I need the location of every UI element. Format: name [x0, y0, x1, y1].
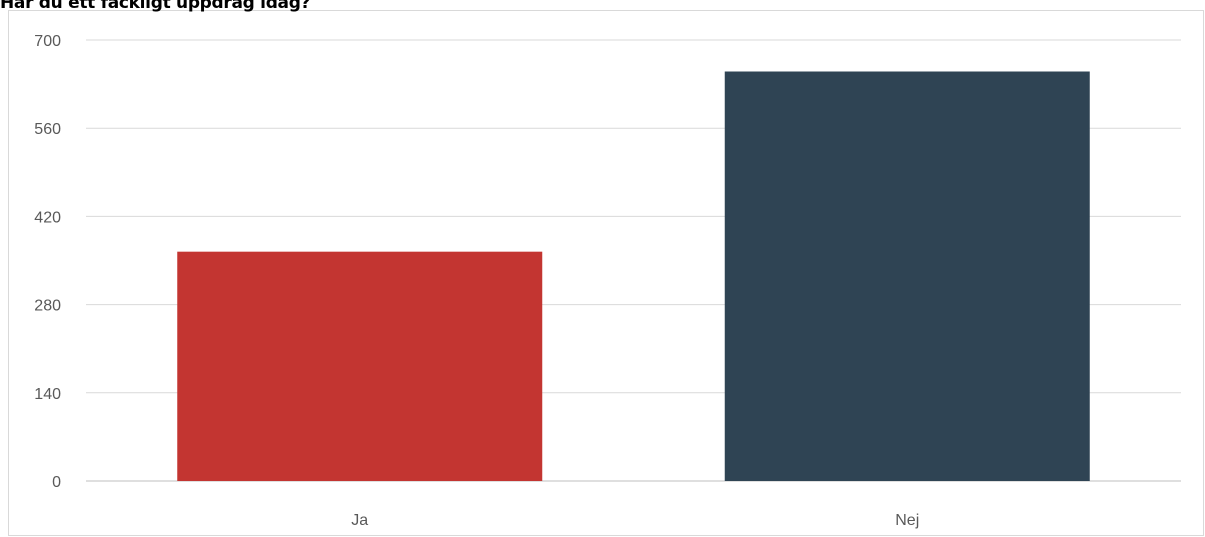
x-tick-label: Ja — [351, 512, 368, 529]
bar-ja — [177, 251, 543, 481]
y-tick-label: 420 — [34, 209, 61, 226]
x-tick-label: Nej — [895, 512, 919, 529]
y-tick-label: 700 — [34, 33, 61, 50]
bars — [177, 71, 1090, 481]
bar-nej — [724, 71, 1090, 481]
x-axis-ticks: Ja Nej — [351, 512, 919, 529]
y-tick-label: 0 — [52, 474, 61, 491]
y-tick-label: 280 — [34, 298, 61, 315]
y-tick-label: 560 — [34, 121, 61, 138]
chart-area — [8, 10, 1204, 536]
chart-title: Har du ett fackligt uppdrag idag? — [0, 0, 311, 13]
y-tick-label: 140 — [34, 386, 61, 403]
y-axis-ticks: 0 140 280 420 560 700 — [34, 33, 61, 491]
